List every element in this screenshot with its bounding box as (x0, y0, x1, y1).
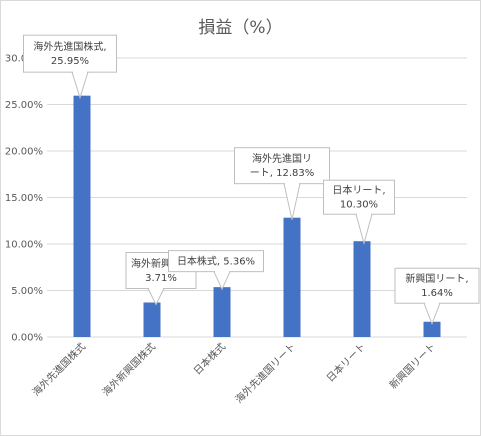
x-tick-label: 海外新興国株式 (99, 340, 158, 399)
data-label: 海外先進国株式, (33, 40, 106, 53)
data-label: 1.64% (421, 288, 453, 299)
data-label-pointer (423, 302, 441, 326)
bar (283, 217, 301, 337)
x-tick-label: 海外先進国株式 (29, 340, 88, 399)
chart-title: 損益（%） (198, 18, 283, 38)
data-label-box (234, 147, 330, 185)
data-label: 新興国リート, (405, 272, 468, 285)
data-label-box (23, 34, 117, 73)
data-label: 日本リート, (332, 184, 385, 197)
y-tick-label: 20.00% (5, 147, 43, 158)
bar (73, 95, 91, 337)
y-tick-label: 10.00% (5, 240, 43, 251)
x-tick-label: 日本株式 (191, 340, 228, 377)
y-tick-label: 25.00% (5, 100, 43, 111)
bar (423, 321, 441, 337)
x-tick-label: 新興国リート (387, 340, 439, 392)
data-label: 日本株式, 5.36% (177, 255, 255, 268)
data-label: ート, 12.83% (250, 168, 315, 179)
data-label-pointer (71, 71, 89, 100)
bar (143, 302, 161, 337)
data-label-pointer (147, 287, 165, 306)
data-label: 3.71% (145, 273, 177, 284)
bar (353, 241, 371, 337)
data-label: 25.95% (51, 56, 89, 67)
data-label-pointer (283, 183, 301, 220)
data-label: 海外先進国リ (252, 152, 312, 165)
y-tick-label: 0.00% (11, 333, 43, 344)
x-tick-label: 海外先進国リート (232, 340, 298, 406)
data-label-box (394, 267, 480, 304)
data-label: 10.30% (340, 200, 378, 211)
data-label-pointer (213, 271, 231, 291)
x-tick-label: 日本リート (324, 340, 369, 385)
y-tick-label: 15.00% (5, 193, 43, 204)
data-label-pointer (355, 213, 373, 246)
y-tick-label: 5.00% (11, 286, 43, 297)
bar (213, 287, 231, 337)
